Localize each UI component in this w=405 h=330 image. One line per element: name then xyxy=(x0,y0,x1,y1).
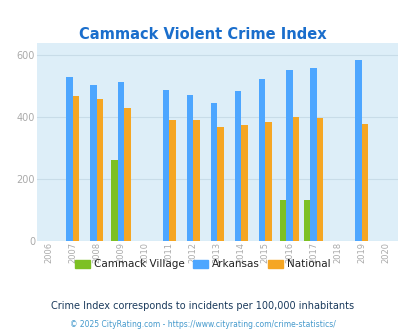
Bar xyxy=(234,91,241,241)
Bar xyxy=(279,200,286,241)
Bar xyxy=(124,108,130,241)
Bar xyxy=(316,118,322,241)
Bar xyxy=(186,95,193,241)
Legend: Cammack Village, Arkansas, National: Cammack Village, Arkansas, National xyxy=(71,255,334,274)
Bar xyxy=(361,124,367,241)
Bar xyxy=(96,99,103,241)
Bar xyxy=(217,127,223,241)
Bar xyxy=(303,200,309,241)
Bar xyxy=(309,68,316,241)
Bar xyxy=(286,70,292,241)
Bar xyxy=(354,60,361,241)
Bar xyxy=(193,120,199,241)
Bar xyxy=(292,117,298,241)
Bar xyxy=(66,77,72,241)
Bar xyxy=(117,82,124,241)
Bar xyxy=(265,122,271,241)
Bar xyxy=(162,90,168,241)
Bar xyxy=(210,103,217,241)
Text: © 2025 CityRating.com - https://www.cityrating.com/crime-statistics/: © 2025 CityRating.com - https://www.city… xyxy=(70,319,335,329)
Bar xyxy=(168,120,175,241)
Bar xyxy=(241,125,247,241)
Bar xyxy=(72,96,79,241)
Bar xyxy=(90,85,96,241)
Bar xyxy=(258,80,265,241)
Text: Crime Index corresponds to incidents per 100,000 inhabitants: Crime Index corresponds to incidents per… xyxy=(51,301,354,311)
Text: Cammack Violent Crime Index: Cammack Violent Crime Index xyxy=(79,27,326,42)
Bar xyxy=(111,160,117,241)
